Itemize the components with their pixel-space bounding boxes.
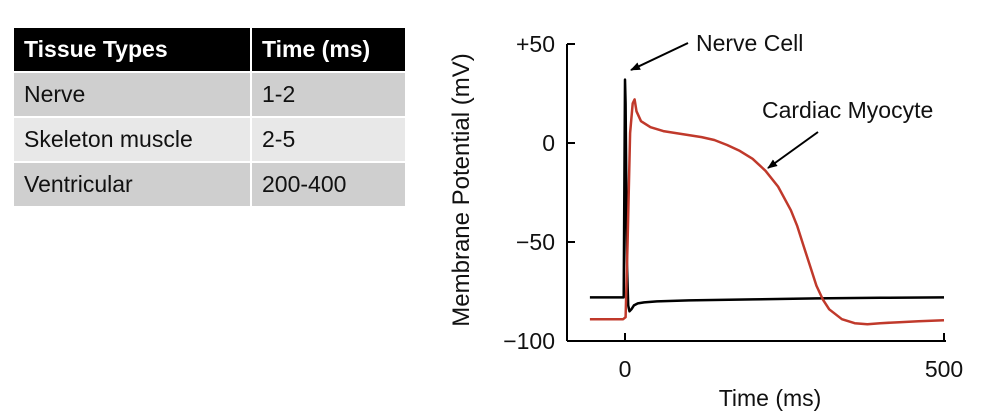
table-cell: 2-5 (251, 116, 405, 162)
x-tick-label: 500 (925, 356, 963, 382)
y-tick-label: −50 (516, 229, 555, 255)
cardiac-myocyte-annotation: Cardiac Myocyte (762, 97, 933, 123)
cardiac-myocyte-line (589, 98, 945, 326)
nerve-cell-line (589, 78, 945, 313)
table-row: Nerve 1-2 (14, 71, 405, 117)
y-axis-label: Membrane Potential (mV) (448, 53, 475, 326)
y-tick-label: 0 (542, 130, 555, 156)
table-cell: 200-400 (251, 161, 405, 206)
header-time: Time (ms) (251, 28, 405, 72)
table-cell: Skeleton muscle (14, 116, 252, 162)
table-cell: 1-2 (251, 71, 405, 117)
nerve-cell-annotation: Nerve Cell (696, 30, 803, 56)
table-cell: Ventricular (14, 161, 252, 206)
x-tick-label: 0 (619, 356, 632, 382)
table-row: Skeleton muscle 2-5 (14, 116, 405, 162)
table-cell: Nerve (14, 71, 252, 117)
nerve-cell-arrow (630, 42, 689, 71)
cardiac-myocyte-arrow (767, 131, 819, 169)
header-tissue-types: Tissue Types (14, 28, 252, 72)
duration-table: Tissue Types Time (ms) Nerve 1-2 Skeleto… (14, 28, 405, 206)
table-header-row: Tissue Types Time (ms) (14, 28, 405, 72)
y-tick-label: +50 (516, 31, 555, 57)
y-tick-label: −100 (503, 328, 555, 354)
x-axis-label: Time (ms) (719, 385, 822, 411)
table-row: Ventricular 200-400 (14, 161, 405, 206)
